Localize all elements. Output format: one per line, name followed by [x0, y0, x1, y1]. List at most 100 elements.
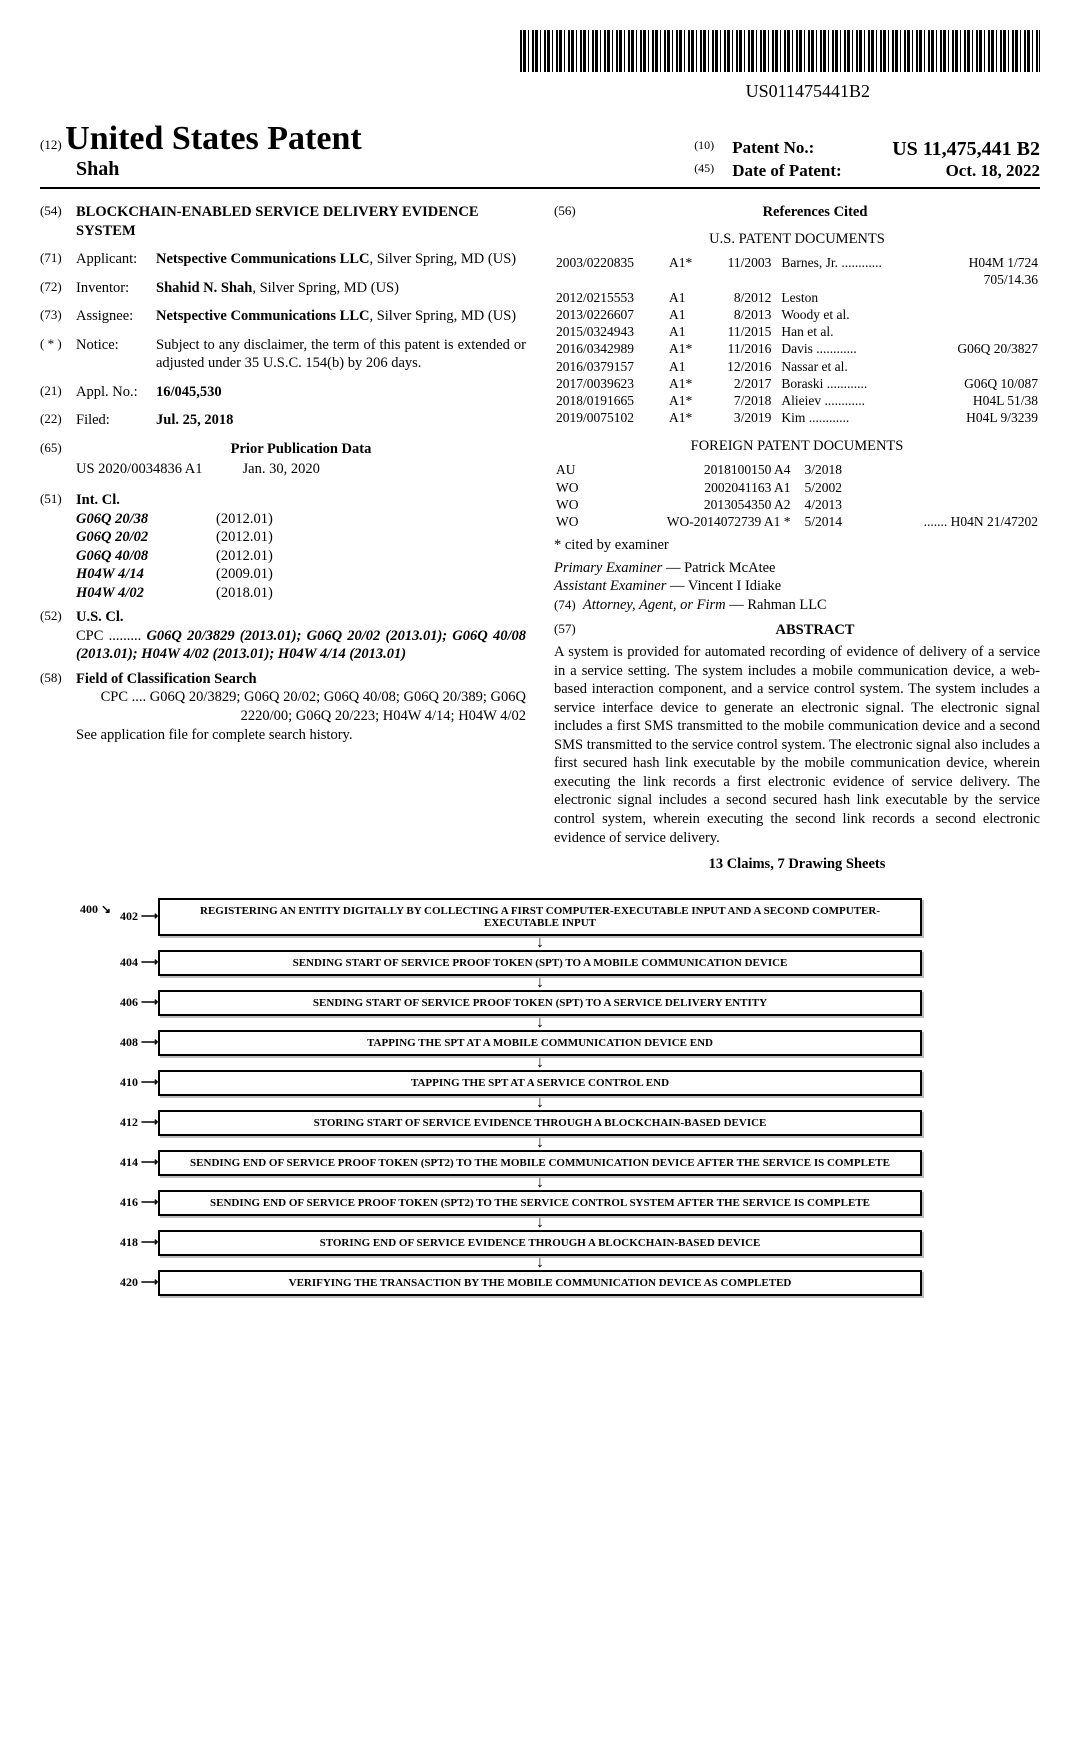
us-ref-row: 2019/0075102A1*3/2019Kim ............ H0… — [554, 409, 1040, 426]
intcl-label: Int. Cl. — [76, 491, 526, 510]
filed-label: Filed: — [76, 411, 156, 430]
right-column: (56) References Cited U.S. PATENT DOCUME… — [554, 203, 1040, 874]
uscl-label: U.S. Cl. — [76, 608, 526, 627]
applno-num: (21) — [40, 383, 76, 402]
flow-step-box: TAPPING THE SPT AT A MOBILE COMMUNICATIO… — [158, 1030, 922, 1056]
filed-value: Jul. 25, 2018 — [156, 411, 526, 430]
us-ref-row: 2003/0220835A1*11/2003Barnes, Jr. ......… — [554, 254, 1040, 271]
header: (12) United States Patent Shah (10) Pate… — [40, 120, 1040, 189]
flow-step-num: 418 ⟶ — [120, 1235, 158, 1250]
flow-arrow-icon: ↓ — [100, 1258, 980, 1268]
patent-date-value: Oct. 18, 2022 — [892, 161, 1040, 181]
refs-num: (56) — [554, 203, 590, 222]
flow-step-box: VERIFYING THE TRANSACTION BY THE MOBILE … — [158, 1270, 922, 1296]
intcl-row: G06Q 20/02(2012.01) — [76, 528, 526, 547]
flow-arrow-icon: ↓ — [100, 978, 980, 988]
flow-step: 416 ⟶SENDING END OF SERVICE PROOF TOKEN … — [100, 1190, 980, 1216]
foreign-refs-table: AU2018100150 A43/2018WO2002041163 A15/20… — [554, 461, 1040, 530]
us-ref-row: 2015/0324943A111/2015Han et al. — [554, 323, 1040, 340]
assignee-value: Netspective Communications LLC, Silver S… — [156, 307, 526, 326]
cited-note: * cited by examiner — [554, 536, 1040, 555]
inventor-label: Inventor: — [76, 279, 156, 298]
inventor-num: (72) — [40, 279, 76, 298]
priorpub-num: (65) — [40, 440, 76, 459]
us-ref-row: 2013/0226607A18/2013Woody et al. — [554, 306, 1040, 323]
priorpub-date: Jan. 30, 2020 — [243, 460, 320, 479]
foreign-refs-title: FOREIGN PATENT DOCUMENTS — [554, 437, 1040, 456]
flow-step-box: SENDING START OF SERVICE PROOF TOKEN (SP… — [158, 950, 922, 976]
inventor-value: Shahid N. Shah, Silver Spring, MD (US) — [156, 279, 526, 298]
refs-title: References Cited — [590, 203, 1040, 222]
abstract-text: A system is provided for automated recor… — [554, 643, 1040, 847]
flow-step-num: 414 ⟶ — [120, 1155, 158, 1170]
patent-no-value: US 11,475,441 B2 — [892, 138, 1040, 161]
flowchart: 400 ↘ 402 ⟶REGISTERING AN ENTITY DIGITALL… — [40, 898, 1040, 1296]
uscl-num: (52) — [40, 608, 76, 627]
us-ref-row: 2018/0191665A1*7/2018Alieiev ...........… — [554, 392, 1040, 409]
title-num: (54) — [40, 203, 76, 240]
claims-line: 13 Claims, 7 Drawing Sheets — [554, 855, 1040, 874]
flow-step-box: STORING END OF SERVICE EVIDENCE THROUGH … — [158, 1230, 922, 1256]
applno-label: Appl. No.: — [76, 383, 156, 402]
header-right: (10) Patent No.: US 11,475,441 B2 (45) D… — [694, 138, 1040, 181]
patent-title: BLOCKCHAIN-ENABLED SERVICE DELIVERY EVID… — [76, 203, 526, 240]
us-refs-table: 2003/0220835A1*11/2003Barnes, Jr. ......… — [554, 254, 1040, 427]
flow-step-num: 412 ⟶ — [120, 1115, 158, 1130]
flow-step: 400 ↘402 ⟶REGISTERING AN ENTITY DIGITALL… — [100, 898, 980, 936]
body-columns: (54) BLOCKCHAIN-ENABLED SERVICE DELIVERY… — [40, 203, 1040, 874]
flow-step-box: SENDING START OF SERVICE PROOF TOKEN (SP… — [158, 990, 922, 1016]
flow-step: 418 ⟶STORING END OF SERVICE EVIDENCE THR… — [100, 1230, 980, 1256]
flow-step-box: SENDING END OF SERVICE PROOF TOKEN (SPT2… — [158, 1150, 922, 1176]
flow-step-num: 402 ⟶ — [120, 909, 158, 924]
header-tag-12: (12) — [40, 137, 62, 153]
abstract-num: (57) — [554, 621, 590, 640]
flow-arrow-icon: ↓ — [100, 1098, 980, 1108]
flow-step-num: 404 ⟶ — [120, 955, 158, 970]
barcode-number: US011475441B2 — [40, 81, 1040, 102]
inventor-surname: Shah — [40, 158, 362, 181]
patent-no-label: Patent No.: — [732, 138, 892, 161]
uscl-text: CPC ......... G06Q 20/3829 (2013.01); G0… — [40, 627, 526, 664]
flow-step: 410 ⟶TAPPING THE SPT AT A SERVICE CONTRO… — [100, 1070, 980, 1096]
flow-step-num: 410 ⟶ — [120, 1075, 158, 1090]
primary-examiner: Primary Examiner — Patrick McAtee — [554, 559, 1040, 578]
assignee-label: Assignee: — [76, 307, 156, 326]
flow-container: 400 ↘402 ⟶REGISTERING AN ENTITY DIGITALL… — [100, 898, 980, 1296]
fcs-footer: See application file for complete search… — [40, 726, 526, 745]
flow-arrow-icon: ↓ — [100, 1178, 980, 1188]
foreign-ref-row: WOWO-2014072739 A1 *5/2014 ....... H04N … — [554, 513, 1040, 530]
intcl-row: G06Q 40/08(2012.01) — [76, 547, 526, 566]
flow-step-box: STORING START OF SERVICE EVIDENCE THROUG… — [158, 1110, 922, 1136]
header-tag-45: (45) — [694, 161, 732, 181]
foreign-ref-row: WO2002041163 A15/2002 — [554, 479, 1040, 496]
filed-num: (22) — [40, 411, 76, 430]
priorpub-no: US 2020/0034836 A1 — [76, 460, 203, 479]
applno-value: 16/045,530 — [156, 383, 526, 402]
applicant-value: Netspective Communications LLC, Silver S… — [156, 250, 526, 269]
flow-diagram-label: 400 ↘ — [80, 902, 111, 917]
flow-step: 404 ⟶SENDING START OF SERVICE PROOF TOKE… — [100, 950, 980, 976]
flow-arrow-icon: ↓ — [100, 1018, 980, 1028]
flow-step-num: 416 ⟶ — [120, 1195, 158, 1210]
applicant-num: (71) — [40, 250, 76, 269]
notice-text: Subject to any disclaimer, the term of t… — [156, 336, 526, 373]
header-tag-10: (10) — [694, 138, 732, 161]
fcs-text: CPC .... G06Q 20/3829; G06Q 20/02; G06Q … — [40, 688, 526, 725]
flow-step-box: REGISTERING AN ENTITY DIGITALLY BY COLLE… — [158, 898, 922, 936]
flow-step: 408 ⟶TAPPING THE SPT AT A MOBILE COMMUNI… — [100, 1030, 980, 1056]
flow-step-num: 408 ⟶ — [120, 1035, 158, 1050]
intcl-rows: G06Q 20/38(2012.01)G06Q 20/02(2012.01)G0… — [40, 510, 526, 603]
abstract-title: ABSTRACT — [590, 621, 1040, 640]
patent-date-label: Date of Patent: — [732, 161, 892, 181]
flow-step-box: TAPPING THE SPT AT A SERVICE CONTROL END — [158, 1070, 922, 1096]
flow-step-num: 420 ⟶ — [120, 1275, 158, 1290]
assistant-examiner: Assistant Examiner — Vincent I Idiake — [554, 577, 1040, 596]
intcl-num: (51) — [40, 491, 76, 510]
fcs-label: Field of Classification Search — [76, 670, 526, 689]
barcode-block — [40, 30, 1040, 77]
country-title: United States Patent — [65, 120, 362, 157]
us-ref-row: 2016/0379157A112/2016Nassar et al. — [554, 358, 1040, 375]
assignee-num: (73) — [40, 307, 76, 326]
priorpub-title: Prior Publication Data — [76, 440, 526, 459]
flow-arrow-icon: ↓ — [100, 1218, 980, 1228]
